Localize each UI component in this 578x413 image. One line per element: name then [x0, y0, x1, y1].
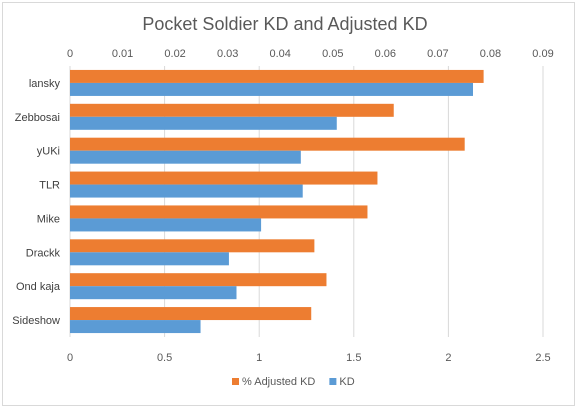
bar-adjusted-kd [70, 273, 327, 287]
chart-border [2, 2, 575, 406]
legend-swatch [329, 378, 337, 385]
bottom-axis-tick-label: 1.5 [346, 352, 361, 364]
top-axis-tick-label: 0.09 [532, 48, 553, 60]
legend: % Adjusted KD KD [232, 376, 355, 388]
bar-adjusted-kd [70, 239, 315, 253]
bar-kd [70, 150, 301, 164]
bar-kd [70, 252, 229, 266]
bar-adjusted-kd [70, 307, 312, 321]
category-labels: lansky Zebbosai yUKi TLR Mike Drackk Ond kaja S… [12, 78, 61, 327]
category-label: Sideshow [12, 315, 60, 327]
legend-label: KD [339, 376, 354, 388]
top-axis-tick-label: 0 [67, 48, 73, 60]
chart-title: Pocket Soldier KD and Adjusted KD [142, 14, 427, 34]
bottom-axis-tick-label: 0.5 [157, 352, 172, 364]
category-label: Drackk [26, 247, 61, 259]
bottom-axis-tick-label: 2 [445, 352, 451, 364]
bottom-axis-tick-label: 0 [67, 352, 73, 364]
top-axis-tick-label: 0.01 [112, 48, 133, 60]
top-axis-tick-labels: 0 0.01 0.02 0.03 0.04 0.05 0.06 0.07 0.08 0.09 [67, 48, 554, 60]
bar-kd [70, 184, 303, 198]
top-axis-tick-label: 0.06 [375, 48, 396, 60]
top-axis-tick-label: 0.08 [480, 48, 501, 60]
bar-kd [70, 286, 237, 300]
category-label: Mike [37, 213, 60, 225]
category-label: Zebbosai [15, 112, 60, 124]
category-label: yUKi [37, 146, 60, 158]
bottom-axis-tick-label: 1 [256, 352, 262, 364]
bar-kd [70, 218, 262, 232]
bar-adjusted-kd [70, 69, 484, 83]
top-axis-tick-label: 0.07 [427, 48, 448, 60]
category-label: lansky [29, 78, 61, 90]
bar-kd [70, 320, 201, 334]
bar-adjusted-kd [70, 171, 378, 185]
legend-label: % Adjusted KD [242, 376, 315, 388]
bottom-axis-tick-labels: 0 0.5 1 1.5 2 2.5 [67, 352, 551, 364]
bottom-axis-tick-label: 2.5 [535, 352, 550, 364]
bar-adjusted-kd [70, 103, 394, 117]
top-axis-tick-label: 0.05 [322, 48, 343, 60]
category-label: Ond kaja [16, 281, 61, 293]
top-axis-tick-label: 0.03 [217, 48, 238, 60]
bar-kd [70, 82, 473, 96]
legend-swatch [232, 378, 239, 385]
top-axis-tick-label: 0.02 [164, 48, 185, 60]
bar-kd [70, 116, 337, 130]
bar-adjusted-kd [70, 137, 465, 151]
bars [70, 69, 484, 334]
bar-adjusted-kd [70, 205, 368, 219]
category-label: TLR [39, 180, 60, 192]
top-axis-tick-label: 0.04 [270, 48, 291, 60]
